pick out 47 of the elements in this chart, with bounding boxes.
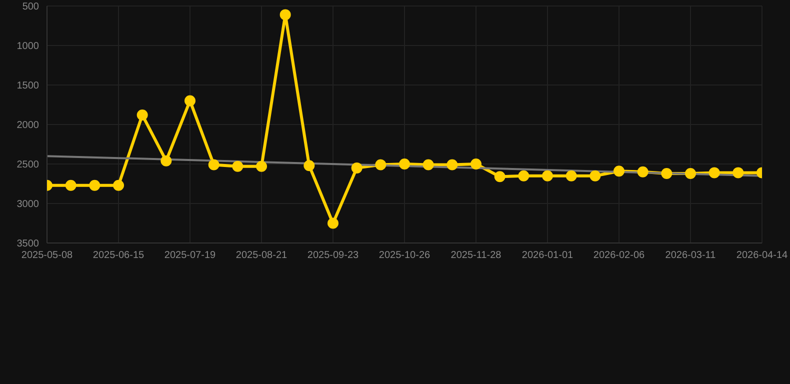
x-tick-label: 2025-05-08 <box>21 250 74 262</box>
x-tick-label: 2025-08-21 <box>236 250 288 262</box>
point <box>685 168 696 179</box>
point <box>351 162 362 174</box>
x-tick-label: 2026-02-06 <box>593 250 646 262</box>
point <box>637 166 648 178</box>
point <box>160 155 172 166</box>
point <box>590 170 601 182</box>
x-tick-label: 2025-09-23 <box>307 250 360 262</box>
point <box>232 160 244 172</box>
x-tick-label: 2025-11-28 <box>450 250 502 262</box>
point <box>494 171 506 182</box>
point <box>328 218 338 229</box>
point <box>136 110 148 121</box>
x-tick-label: 2025-10-26 <box>378 250 431 262</box>
point <box>208 159 220 170</box>
point <box>184 95 196 106</box>
y-tick-label: 1500 <box>16 80 40 92</box>
point <box>399 158 410 170</box>
point <box>542 170 553 182</box>
point <box>566 170 577 182</box>
x-tick-label: 2026-01-01 <box>522 250 574 262</box>
point <box>65 180 76 191</box>
point <box>89 180 100 191</box>
point <box>708 167 720 178</box>
point <box>732 167 744 178</box>
point <box>470 158 482 170</box>
point <box>113 180 124 191</box>
x-tick-label: 2025-06-15 <box>92 250 145 262</box>
point <box>518 170 530 182</box>
x-tick-label: 2026-03-11 <box>665 250 716 262</box>
y-tick-label: 1000 <box>16 41 40 52</box>
x-tick-label: 2026-04-14 <box>736 250 788 262</box>
point <box>661 168 672 179</box>
y-tick-label: 500 <box>22 2 40 13</box>
point <box>256 160 267 172</box>
x-tick-label: 2025-07-19 <box>164 250 216 262</box>
y-tick-label: 2500 <box>16 160 40 171</box>
y-tick-label: 3500 <box>16 238 40 250</box>
point <box>304 160 315 172</box>
point <box>422 159 434 170</box>
y-tick-label: 2000 <box>16 120 40 132</box>
point <box>614 166 624 177</box>
point <box>280 9 291 20</box>
y-tick-label: 3000 <box>16 199 40 210</box>
point <box>375 159 386 170</box>
point <box>446 159 458 170</box>
